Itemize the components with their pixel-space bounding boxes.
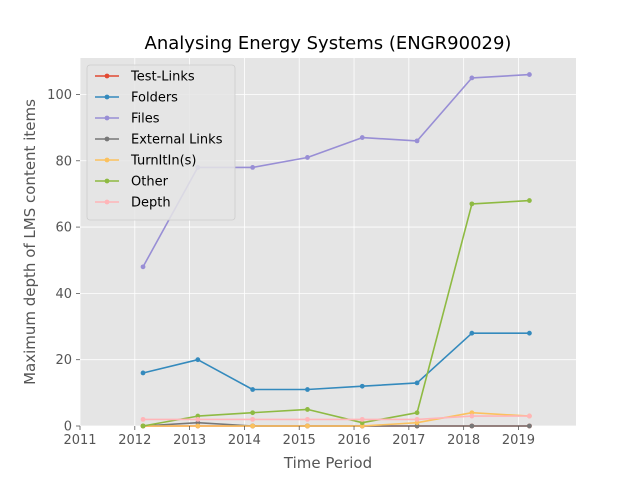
data-point-folders: [527, 331, 532, 336]
x-tick-label: 2011: [63, 433, 96, 448]
x-tick-label: 2016: [337, 433, 370, 448]
data-point-folders: [469, 331, 474, 336]
data-point-folders: [141, 371, 146, 376]
data-point-turnitin-s: [195, 424, 200, 429]
x-tick-label: 2019: [502, 433, 535, 448]
legend-label: Folders: [131, 91, 178, 106]
data-point-folders: [305, 387, 310, 392]
data-point-depth: [527, 414, 532, 419]
legend-marker: [105, 200, 110, 205]
x-tick-label: 2012: [118, 433, 151, 448]
data-point-turnitin-s: [250, 424, 255, 429]
data-point-other: [305, 407, 310, 412]
x-tick-label: 2017: [392, 433, 425, 448]
data-point-files: [360, 135, 365, 140]
data-point-folders: [195, 357, 200, 362]
data-point-folders: [415, 381, 420, 386]
data-point-depth: [250, 417, 255, 422]
legend-marker: [105, 116, 110, 121]
y-tick-label: 20: [55, 353, 72, 368]
chart-title: Analysing Energy Systems (ENGR90029): [145, 33, 512, 54]
legend-label: External Links: [131, 133, 223, 148]
legend-marker: [105, 158, 110, 163]
data-point-external-links: [527, 424, 532, 429]
legend: Test-Links Folders Files External Links Turn…: [87, 65, 235, 220]
legend-marker: [105, 74, 110, 79]
legend-label: Other: [131, 175, 169, 190]
y-tick-label: 0: [64, 420, 72, 435]
x-tick-label: 2018: [447, 433, 480, 448]
data-point-depth: [195, 417, 200, 422]
data-point-external-links: [469, 424, 474, 429]
x-tick-label: 2014: [228, 433, 261, 448]
data-point-folders: [360, 384, 365, 389]
y-tick-label: 80: [55, 154, 72, 169]
y-tick-label: 60: [55, 221, 72, 236]
legend-marker: [105, 95, 110, 100]
data-point-turnitin-s: [305, 424, 310, 429]
data-point-files: [305, 155, 310, 160]
x-tick-label: 2015: [283, 433, 316, 448]
legend-label: Depth: [131, 196, 171, 211]
x-axis-label: Time Period: [283, 454, 372, 472]
data-point-other: [527, 198, 532, 203]
y-tick-label: 40: [55, 287, 72, 302]
data-point-files: [469, 75, 474, 80]
y-tick-label: 100: [47, 88, 72, 103]
y-axis-label: Maximum depth of LMS content items: [21, 99, 39, 385]
data-point-files: [415, 138, 420, 143]
legend-label: Test-Links: [130, 70, 195, 85]
data-point-depth: [305, 417, 310, 422]
data-point-other: [250, 410, 255, 415]
legend-marker: [105, 137, 110, 142]
x-tick-label: 2013: [173, 433, 206, 448]
data-point-other: [469, 201, 474, 206]
data-point-depth: [360, 417, 365, 422]
data-point-depth: [469, 414, 474, 419]
data-point-folders: [250, 387, 255, 392]
data-point-files: [527, 72, 532, 77]
data-point-files: [250, 165, 255, 170]
data-point-depth: [141, 417, 146, 422]
data-point-depth: [415, 417, 420, 422]
data-point-other: [141, 424, 146, 429]
data-point-files: [141, 264, 146, 269]
legend-label: Files: [131, 112, 160, 127]
legend-label: TurnItIn(s): [130, 154, 196, 169]
legend-marker: [105, 179, 110, 184]
data-point-other: [415, 410, 420, 415]
